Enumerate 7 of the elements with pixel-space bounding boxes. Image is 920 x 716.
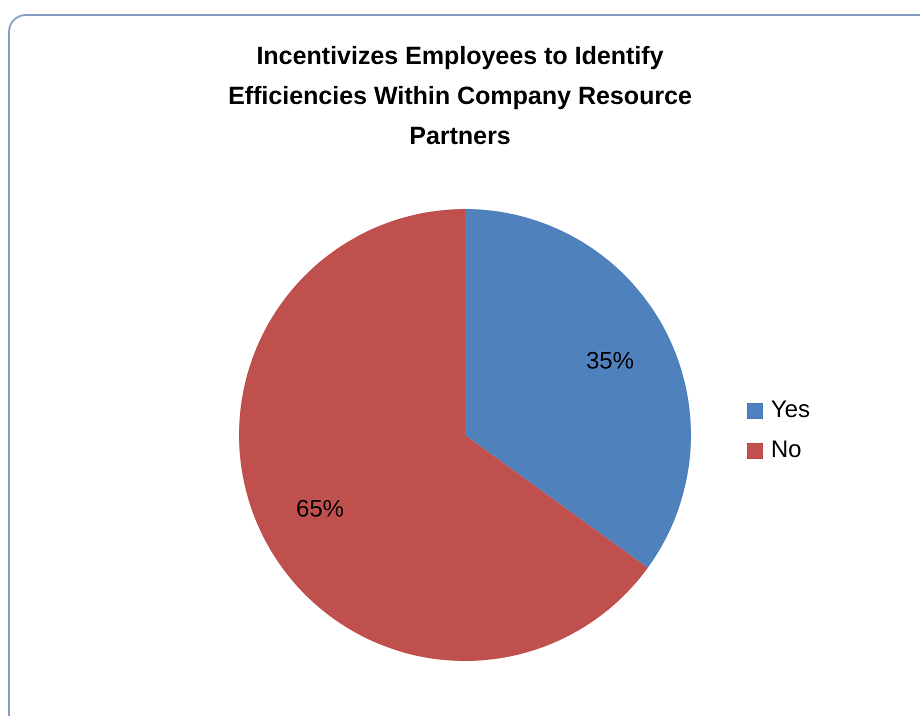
legend-label: Yes — [770, 396, 810, 423]
data-label: 35% — [586, 348, 634, 375]
chart-title: Incentivizes Employees to Identify Efficiencies Within Company Resource Partners — [227, 41, 693, 152]
pie-slice — [465, 209, 691, 568]
data-label: 65% — [296, 495, 344, 522]
legend-label: No — [770, 436, 802, 463]
pie-slice — [239, 209, 648, 661]
